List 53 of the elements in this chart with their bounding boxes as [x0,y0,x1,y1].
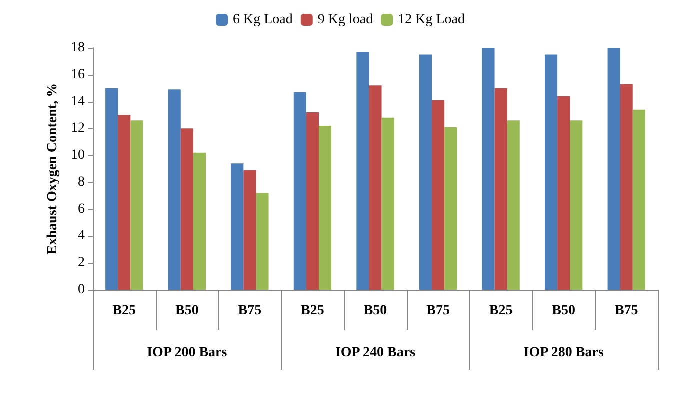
bar [244,170,256,290]
bar [545,54,558,290]
x-tick-label: B25 [489,304,513,318]
text: IOP 240 Bars [335,346,416,360]
bar [118,115,131,290]
y-tick-label: 14 [71,94,85,110]
y-tick-label: 0 [78,282,85,298]
bar [432,100,445,290]
bar [369,86,382,290]
bar [306,112,319,290]
bar [419,54,432,290]
y-tick-label: 12 [71,121,85,136]
bar [256,193,269,290]
bar [608,48,620,290]
x-tick-label: B50 [364,304,388,318]
y-tick-label: 16 [71,67,85,82]
x-tick-label: B75 [426,304,450,318]
bar [180,128,194,290]
bar [620,84,633,290]
bar [507,120,520,290]
bar [193,152,206,290]
x-tick-label: B75 [614,304,638,318]
bar [494,88,508,290]
x-tick-label: B25 [112,304,136,318]
y-tick-label: 6 [78,202,85,217]
text: IOP 280 Bars [524,346,604,360]
x-tick-label: B75 [238,304,262,318]
bar [294,92,306,290]
x-tick-label: B50 [552,304,576,318]
y-tick-label: 18 [71,40,85,56]
bar [444,127,458,290]
y-tick-label: 2 [78,256,85,271]
y-tick-label: 4 [78,228,85,244]
y-tick-label: 8 [78,174,85,190]
legend-label: 9 Kg load [318,12,374,28]
y-tick-label: 10 [71,148,85,164]
bar [130,120,144,290]
y-axis-title: Exhaust Oxygen Content, % [46,83,61,255]
bar [482,48,495,290]
bar [632,110,646,290]
text: IOP 200 Bars [147,346,228,360]
legend-label: 6 Kg Load [233,12,293,28]
bar [168,90,181,290]
bar [570,120,583,290]
legend-label: 12 Kg Load [398,12,465,28]
bar [382,118,394,290]
bar [356,52,370,290]
bar [106,88,118,290]
bar [319,126,332,290]
bar [558,96,570,290]
bar [231,164,244,290]
x-tick-label: B25 [301,304,324,318]
x-tick-label: B50 [175,304,199,318]
